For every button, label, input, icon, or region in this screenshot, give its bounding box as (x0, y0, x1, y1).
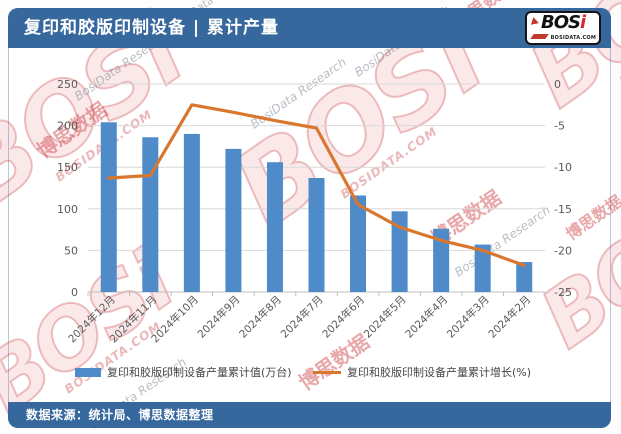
right-axis-tick-label: 0 (554, 78, 561, 91)
bar (516, 262, 533, 292)
legend-item-bar: 复印和胶版印制设备产量累计值(万台) (75, 364, 292, 380)
right-axis-tick-label: -25 (554, 286, 572, 299)
bar (391, 211, 408, 292)
left-axis-tick-label: 100 (57, 203, 78, 216)
left-axis-tick-label: 200 (57, 120, 78, 133)
x-axis-label: 2024年8月 (236, 293, 284, 341)
left-axis-tick-label: 250 (57, 78, 78, 91)
x-axis-label: 2024年7月 (278, 293, 326, 341)
x-axis-label: 2024年9月 (195, 293, 243, 341)
x-axis-label: 2024年5月 (361, 293, 409, 341)
bar (474, 244, 491, 292)
page-title: 复印和胶版印制设备 | 累计产量 (24, 18, 280, 38)
chart-legend: 复印和胶版印制设备产量累计值(万台) 复印和胶版印制设备产量累计增长(%) (0, 364, 621, 380)
right-axis-tick-label: -15 (554, 203, 572, 216)
bosi-logo: BOSi BOSIDATA.COM (525, 11, 601, 45)
bar (350, 195, 367, 292)
legend-bar-label: 复印和胶版印制设备产量累计值(万台) (107, 366, 292, 379)
bar (266, 162, 283, 292)
legend-line-label: 复印和胶版印制设备产量累计增长(%) (347, 366, 532, 379)
bar (142, 137, 159, 292)
bar (100, 122, 117, 292)
left-axis-tick-label: 150 (57, 161, 78, 174)
bar (433, 228, 450, 292)
x-axis-label: 2024年2月 (486, 293, 534, 341)
footer-bar: 数据来源：统计局、博思数据整理 (8, 402, 611, 428)
bar-swatch-icon (75, 367, 101, 377)
logo-text: BOSi (541, 12, 586, 33)
left-axis-tick-label: 50 (64, 244, 78, 257)
x-axis-label: 2024年3月 (444, 293, 492, 341)
x-axis-label: 2024年6月 (320, 293, 368, 341)
left-axis-tick-label: 0 (71, 286, 78, 299)
logo-slash-icon (530, 34, 549, 39)
growth-line (107, 103, 526, 267)
right-axis-tick-label: -5 (554, 120, 565, 133)
line-swatch-icon (313, 370, 341, 374)
logo-subtext: BOSIDATA.COM (550, 35, 596, 41)
bar (225, 148, 242, 292)
logo-triangle-icon (530, 17, 541, 27)
header-bar: 复印和胶版印制设备 | 累计产量 BOSi BOSIDATA.COM (8, 8, 611, 48)
right-axis-tick-label: -10 (554, 161, 572, 174)
legend-item-line: 复印和胶版印制设备产量累计增长(%) (313, 364, 531, 380)
right-axis-tick-label: -20 (554, 244, 572, 257)
bar (183, 133, 200, 292)
x-axis-label: 2024年4月 (403, 293, 451, 341)
data-source-text: 数据来源：统计局、博思数据整理 (26, 408, 214, 422)
bar (308, 178, 325, 292)
